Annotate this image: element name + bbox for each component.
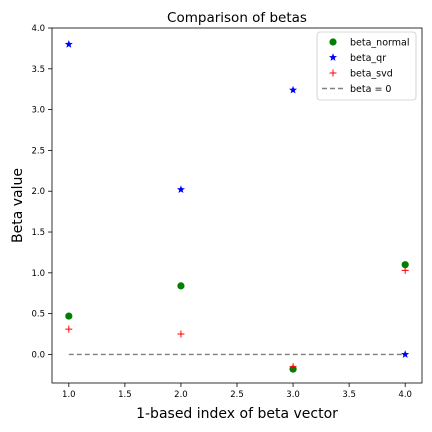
point-beta_qr-1	[64, 40, 73, 48]
data-points	[64, 40, 410, 373]
point-beta_qr-4	[401, 350, 410, 358]
point-beta_svd-1	[65, 325, 73, 333]
y-tick-label: 1.5	[31, 228, 45, 238]
x-tick-label: 1.5	[118, 390, 132, 400]
legend-box	[316, 31, 417, 101]
x-tick-label: 4.0	[398, 390, 412, 400]
legend-label: beta_normal	[350, 37, 409, 48]
point-beta_qr-3	[289, 85, 298, 94]
y-axis-label: Beta value	[10, 168, 26, 243]
point-beta_svd-3	[289, 363, 297, 371]
y-tick-label: 0.5	[31, 310, 45, 320]
point-beta_svd-4	[401, 266, 409, 274]
legend-label: beta = 0	[350, 84, 391, 95]
y-tick-label: 4.0	[31, 24, 45, 34]
y-tick-label: 2.0	[31, 187, 45, 197]
y-tick-label: 3.0	[31, 106, 45, 116]
x-tick-label: 3.5	[342, 390, 356, 400]
y-tick-label: 1.0	[31, 269, 45, 279]
point-beta_normal-2	[177, 282, 185, 290]
x-tick-label: 3.0	[286, 390, 300, 400]
y-tick-label: 2.5	[31, 146, 45, 156]
legend-swatch-beta_qr	[329, 53, 337, 61]
point-beta_normal-4	[401, 261, 409, 269]
x-axis-label: 1-based index of beta vector	[136, 406, 338, 422]
legend-label: beta_qr	[350, 53, 386, 64]
y-tick-label: 3.5	[31, 65, 45, 75]
x-tick-label: 1.0	[62, 390, 76, 400]
legend-label: beta_svd	[350, 68, 393, 79]
legend-swatch-beta_svd	[329, 69, 337, 77]
axis-ticks: 1.0 1.5 2.0 2.5 3.0 3.5 4.0 0.0 0.5 1.0 1.5 2.0 2.5 3…	[31, 24, 411, 400]
legend-swatch-beta_normal	[329, 38, 337, 46]
y-tick-label: 0.0	[31, 350, 45, 360]
x-tick-label: 2.0	[174, 390, 188, 400]
point-beta_qr-2	[176, 185, 185, 193]
chart-title: Comparison of betas	[167, 10, 307, 26]
point-beta_svd-2	[177, 330, 185, 338]
x-tick-label: 2.5	[230, 390, 244, 400]
point-beta_normal-1	[65, 312, 73, 320]
